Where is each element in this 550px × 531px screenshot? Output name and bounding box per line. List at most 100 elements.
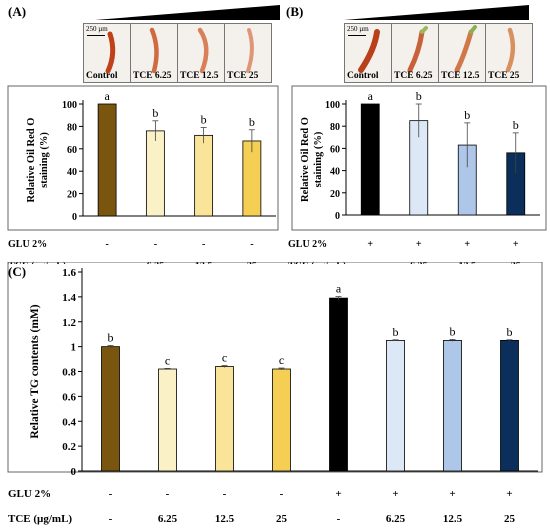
row-label-value: - bbox=[105, 239, 108, 250]
y-tick-label: 1.6 bbox=[62, 267, 76, 279]
larva-image bbox=[197, 27, 209, 74]
thumb-caption: TCE 6.25 bbox=[394, 71, 433, 81]
bar bbox=[101, 346, 120, 472]
chart-panel-c: 0 0.2 0.4 0.6 0.8 1 1.2 1.4 1.6 Relative TG conte… bbox=[7, 262, 543, 525]
bar bbox=[443, 340, 462, 472]
significance-letter: b bbox=[108, 330, 114, 344]
y-axis-label: staining (%) bbox=[313, 131, 324, 187]
bar bbox=[158, 368, 177, 472]
y-tick-label: 80 bbox=[67, 122, 77, 133]
row-label-value: + bbox=[392, 488, 398, 500]
row-label-value: - bbox=[280, 488, 284, 500]
scale-bar-label: 250 µm bbox=[347, 25, 369, 33]
concentration-wedge-a bbox=[95, 5, 280, 20]
significance-letter: a bbox=[104, 89, 110, 103]
significance-letter: b bbox=[416, 89, 422, 103]
thumb-b-tce-6-25: TCE 6.25 bbox=[391, 23, 439, 83]
thumb-b-tce-25: TCE 25 bbox=[485, 23, 533, 83]
larva-image bbox=[407, 26, 428, 73]
significance-letter: c bbox=[222, 351, 227, 365]
row-label-value: - bbox=[202, 239, 205, 250]
y-tick-label: 100 bbox=[62, 100, 77, 111]
row-label-value: + bbox=[449, 488, 455, 500]
thumb-caption: TCE 12.5 bbox=[180, 71, 219, 81]
bar bbox=[215, 366, 234, 472]
significance-letter: a bbox=[336, 282, 342, 296]
bar bbox=[360, 103, 380, 216]
y-axis-label: staining (%) bbox=[39, 132, 50, 188]
row-label-value: + bbox=[464, 239, 470, 250]
row-label-value: - bbox=[109, 513, 113, 525]
bar bbox=[329, 297, 348, 472]
bar bbox=[145, 130, 165, 217]
thumb-a-tce-12-5: TCE 12.5 bbox=[177, 23, 225, 83]
bar bbox=[194, 134, 214, 217]
y-tick-label: 20 bbox=[67, 190, 77, 201]
y-tick-label: 0 bbox=[72, 212, 77, 223]
row-label-name: TCE (µg/mL) bbox=[8, 513, 72, 525]
scale-bar-label: 250 µm bbox=[86, 25, 108, 33]
bar bbox=[386, 340, 405, 472]
row-label-value: - bbox=[337, 513, 341, 525]
row-label-value: - bbox=[250, 239, 253, 250]
significance-letter: b bbox=[450, 324, 456, 338]
y-tick-label: 0.8 bbox=[62, 367, 76, 379]
thumb-a-control: 250 µm Control bbox=[83, 23, 131, 83]
thumb-caption: TCE 25 bbox=[227, 71, 259, 81]
larva-image bbox=[149, 27, 159, 74]
thumb-a-tce-25: TCE 25 bbox=[224, 23, 272, 83]
larva-image bbox=[105, 31, 116, 74]
significance-letter: b bbox=[507, 325, 513, 339]
row-label-name: GLU 2% bbox=[288, 239, 327, 250]
thumb-caption: TCE 6.25 bbox=[133, 71, 172, 81]
thumb-b-control: 250 µm Control bbox=[344, 23, 392, 83]
chart-frame bbox=[7, 262, 543, 473]
row-label-value: 12.5 bbox=[443, 513, 463, 525]
bar bbox=[97, 103, 117, 217]
concentration-wedge-b bbox=[344, 5, 529, 20]
row-label-value: + bbox=[367, 239, 373, 250]
row-label-value: 6.25 bbox=[158, 513, 178, 525]
chart-frame bbox=[7, 85, 279, 231]
y-tick-label: 1.4 bbox=[62, 292, 76, 304]
significance-letter: c bbox=[165, 353, 170, 367]
row-label-value: 6.25 bbox=[386, 513, 406, 525]
larva-image bbox=[358, 29, 380, 73]
significance-letter: b bbox=[201, 113, 207, 127]
row-label-value: - bbox=[154, 239, 157, 250]
larva-image bbox=[246, 28, 254, 73]
thumb-caption: TCE 12.5 bbox=[441, 71, 480, 81]
significance-letter: b bbox=[152, 106, 158, 120]
y-tick-label: 60 bbox=[67, 145, 77, 156]
panel-label-c: (C) bbox=[8, 264, 27, 279]
row-label-value: 25 bbox=[276, 513, 288, 525]
significance-letter: b bbox=[249, 115, 255, 129]
y-axis-label: Relative Oil Red O bbox=[300, 117, 311, 202]
thumb-caption: Control bbox=[86, 71, 118, 81]
row-label-value: - bbox=[223, 488, 227, 500]
significance-letter: b bbox=[464, 108, 470, 122]
scale-bar bbox=[87, 35, 105, 36]
y-tick-label: 80 bbox=[330, 122, 340, 133]
row-label-value: 12.5 bbox=[215, 513, 235, 525]
y-tick-label: 0 bbox=[335, 211, 340, 222]
row-label-value: + bbox=[513, 239, 519, 250]
significance-letter: c bbox=[279, 353, 284, 367]
row-label-value: - bbox=[109, 488, 113, 500]
y-tick-label: 100 bbox=[325, 100, 340, 111]
row-label-name: GLU 2% bbox=[8, 488, 51, 500]
y-tick-label: 1 bbox=[71, 342, 77, 354]
bar bbox=[272, 368, 291, 472]
bar bbox=[500, 340, 519, 472]
significance-letter: b bbox=[513, 118, 519, 132]
row-label-value: - bbox=[166, 488, 170, 500]
thumb-caption: TCE 25 bbox=[488, 71, 520, 81]
y-tick-label: 0.2 bbox=[62, 441, 76, 453]
panel-label-a: (A) bbox=[8, 4, 27, 19]
row-label-value: 25 bbox=[504, 513, 516, 525]
y-tick-label: 40 bbox=[67, 167, 77, 178]
y-tick-label: 0.4 bbox=[62, 416, 76, 428]
row-label-value: + bbox=[506, 488, 512, 500]
y-tick-label: 0.6 bbox=[62, 391, 76, 403]
